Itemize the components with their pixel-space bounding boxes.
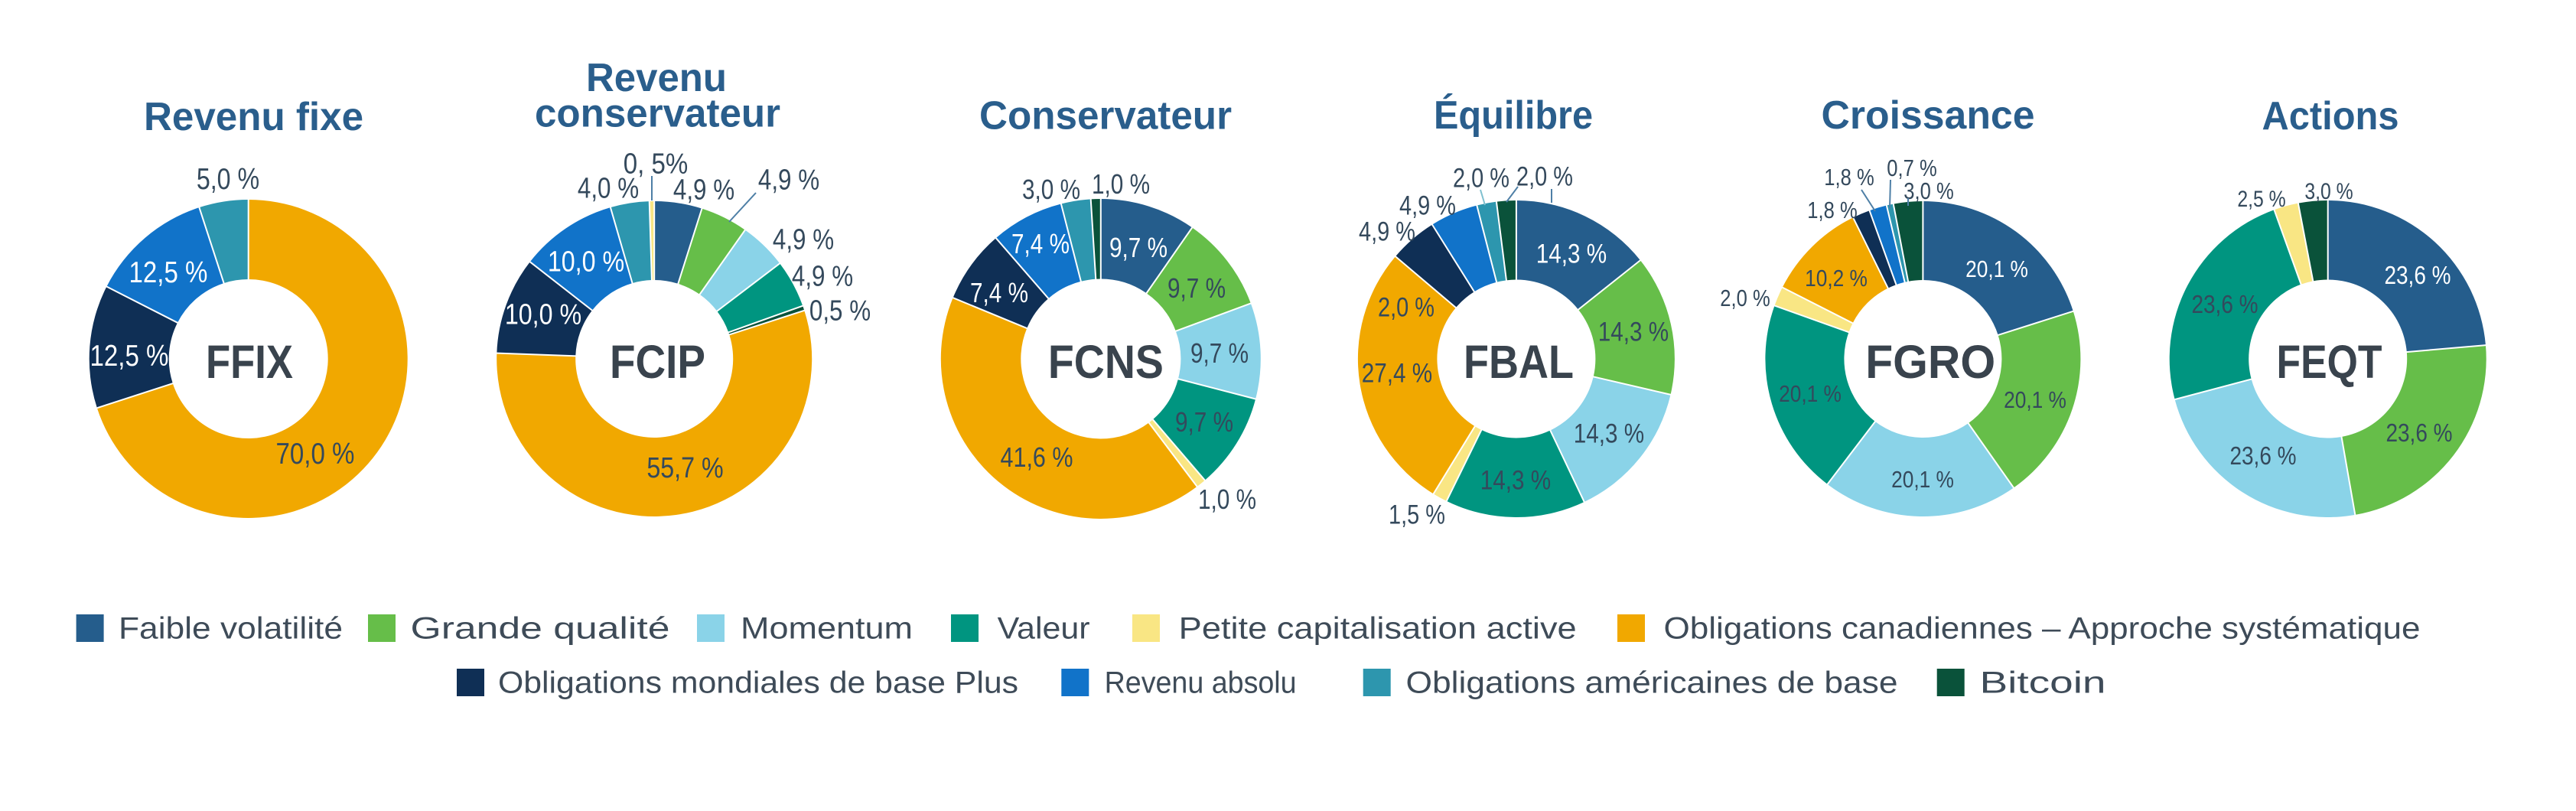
svg-text:Revenu: Revenu bbox=[586, 56, 727, 100]
svg-text:20,1 %: 20,1 % bbox=[1891, 466, 1954, 493]
svg-text:2,0 %: 2,0 % bbox=[1453, 164, 1509, 194]
svg-text:3,0 %: 3,0 % bbox=[1022, 174, 1080, 205]
svg-text:12,5 %: 12,5 % bbox=[90, 340, 169, 373]
svg-text:Obligations mondiales de base: Obligations mondiales de base Plus bbox=[498, 666, 1018, 700]
svg-text:9,7 %: 9,7 % bbox=[1109, 232, 1168, 263]
svg-text:Bitcoin: Bitcoin bbox=[1980, 666, 2106, 700]
svg-text:FCNS: FCNS bbox=[1048, 336, 1164, 388]
svg-text:14,3 %: 14,3 % bbox=[1574, 419, 1644, 449]
svg-text:3,0 %: 3,0 % bbox=[2304, 179, 2353, 204]
svg-text:0,5 %: 0,5 % bbox=[809, 295, 871, 327]
svg-text:Grande qualité: Grande qualité bbox=[411, 612, 670, 646]
svg-text:Actions: Actions bbox=[2262, 94, 2399, 138]
svg-text:FCIP: FCIP bbox=[610, 336, 705, 388]
svg-text:2,0 %: 2,0 % bbox=[1516, 162, 1573, 192]
svg-text:4,9 %: 4,9 % bbox=[1399, 191, 1456, 221]
svg-text:Équilibre: Équilibre bbox=[1434, 93, 1593, 138]
svg-text:70,0 %: 70,0 % bbox=[276, 438, 355, 471]
svg-text:23,6 %: 23,6 % bbox=[2385, 419, 2452, 447]
svg-text:14,3 %: 14,3 % bbox=[1598, 318, 1669, 347]
svg-text:14,3 %: 14,3 % bbox=[1536, 239, 1607, 269]
svg-text:9,7 %: 9,7 % bbox=[1168, 272, 1226, 304]
svg-text:7,4 %: 7,4 % bbox=[970, 277, 1028, 308]
svg-text:Faible volatilité: Faible volatilité bbox=[119, 612, 343, 646]
svg-text:FBAL: FBAL bbox=[1464, 336, 1574, 388]
svg-text:9,7 %: 9,7 % bbox=[1190, 337, 1249, 369]
svg-text:Obligations canadiennes – Appr: Obligations canadiennes – Approche systé… bbox=[1664, 612, 2421, 646]
svg-text:14,3 %: 14,3 % bbox=[1480, 466, 1551, 496]
svg-text:23,6 %: 23,6 % bbox=[2191, 290, 2258, 318]
svg-text:20,1 %: 20,1 % bbox=[2004, 386, 2066, 413]
svg-text:4,0 %: 4,0 % bbox=[578, 173, 639, 205]
svg-text:20,1 %: 20,1 % bbox=[1965, 256, 2028, 282]
svg-text:5,0 %: 5,0 % bbox=[197, 163, 259, 196]
svg-text:FGRO: FGRO bbox=[1865, 336, 1995, 388]
svg-text:Revenu fixe: Revenu fixe bbox=[144, 95, 363, 139]
svg-text:1,8 %: 1,8 % bbox=[1807, 197, 1857, 223]
svg-text:FFIX: FFIX bbox=[206, 336, 293, 388]
svg-text:Revenu absolu: Revenu absolu bbox=[1105, 666, 1297, 700]
svg-text:0, 5%: 0, 5% bbox=[624, 148, 688, 181]
svg-text:55,7 %: 55,7 % bbox=[646, 452, 723, 484]
svg-text:4,9 %: 4,9 % bbox=[673, 174, 734, 207]
svg-text:Momentum: Momentum bbox=[741, 612, 913, 646]
svg-text:Valeur: Valeur bbox=[998, 612, 1090, 646]
svg-text:9,7 %: 9,7 % bbox=[1175, 406, 1233, 438]
svg-text:Petite capitalisation active: Petite capitalisation active bbox=[1179, 612, 1577, 646]
svg-text:3,0 %: 3,0 % bbox=[1904, 178, 1953, 204]
svg-text:10,0 %: 10,0 % bbox=[548, 246, 624, 278]
svg-text:1,5 %: 1,5 % bbox=[1389, 500, 1445, 530]
svg-text:10,0 %: 10,0 % bbox=[505, 299, 581, 331]
svg-text:1,0 %: 1,0 % bbox=[1092, 168, 1150, 200]
svg-text:Obligations américaines de bas: Obligations américaines de base bbox=[1406, 666, 1898, 700]
svg-text:12,5 %: 12,5 % bbox=[129, 256, 208, 289]
svg-text:Croissance: Croissance bbox=[1822, 93, 2035, 138]
svg-text:4,9 %: 4,9 % bbox=[1359, 217, 1415, 247]
svg-text:20,1 %: 20,1 % bbox=[1779, 380, 1842, 407]
svg-text:4,9 %: 4,9 % bbox=[758, 164, 819, 197]
svg-text:4,9 %: 4,9 % bbox=[792, 261, 853, 293]
svg-text:23,6 %: 23,6 % bbox=[2229, 441, 2296, 470]
svg-text:41,6 %: 41,6 % bbox=[1001, 441, 1073, 473]
svg-text:27,4 %: 27,4 % bbox=[1362, 359, 1432, 389]
svg-text:Conservateur: Conservateur bbox=[979, 94, 1232, 138]
svg-text:23,6 %: 23,6 % bbox=[2384, 261, 2451, 289]
svg-text:conservateur: conservateur bbox=[535, 92, 780, 136]
svg-text:FEQT: FEQT bbox=[2277, 336, 2382, 388]
svg-text:4,9 %: 4,9 % bbox=[773, 224, 834, 256]
svg-text:7,4 %: 7,4 % bbox=[1011, 228, 1070, 259]
svg-text:2,0 %: 2,0 % bbox=[1378, 293, 1435, 323]
svg-text:10,2 %: 10,2 % bbox=[1805, 265, 1868, 292]
svg-text:2,0 %: 2,0 % bbox=[1720, 285, 1770, 311]
svg-text:1,0 %: 1,0 % bbox=[1198, 484, 1256, 515]
svg-text:1,8 %: 1,8 % bbox=[1824, 164, 1874, 191]
svg-text:0,7 %: 0,7 % bbox=[1887, 155, 1936, 181]
svg-text:2,5 %: 2,5 % bbox=[2237, 187, 2285, 212]
